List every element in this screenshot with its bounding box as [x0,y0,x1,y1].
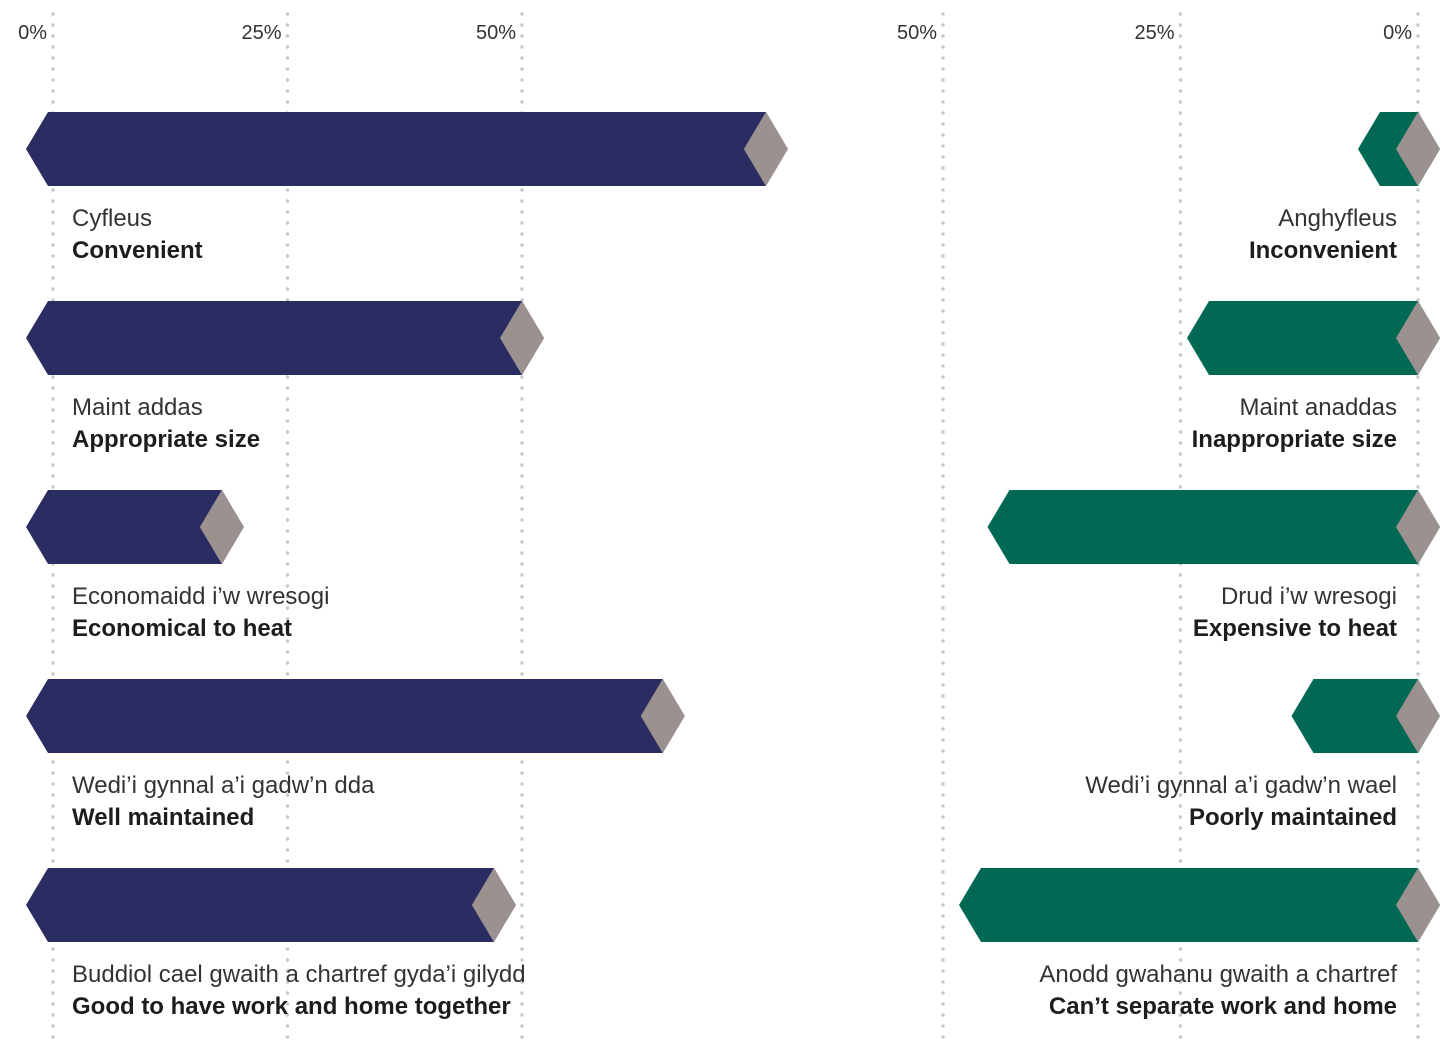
negative-label-welsh: Anghyfleus [1278,205,1397,232]
negative-label: Inappropriate size [1192,426,1397,453]
negative-bar [1187,301,1440,375]
positive-label-welsh: Cyfleus [72,205,152,232]
positive-bar [26,112,788,186]
tick-label-left: 50% [476,22,516,44]
positive-label-welsh: Buddiol cael gwaith a chartref gyda’i gi… [72,961,526,988]
positive-bar-cap [471,868,516,942]
negative-label: Can’t separate work and home [1049,993,1397,1020]
negative-bar [987,490,1440,564]
negative-bar-cap [1396,679,1440,753]
tick-label-left: 0% [18,22,47,44]
positive-bar-cap [640,679,685,753]
tick-label-right: 25% [1134,22,1174,44]
negative-label-welsh: Drud i’w wresogi [1221,583,1397,610]
negative-bar-cap [1396,490,1440,564]
negative-label-welsh: Maint anaddas [1240,394,1397,421]
negative-label-welsh: Anodd gwahanu gwaith a chartref [1039,961,1397,988]
negative-bar [959,868,1440,942]
tick-label-right: 0% [1383,22,1412,44]
positive-label: Convenient [72,237,203,264]
positive-label: Good to have work and home together [72,993,511,1020]
positive-label-welsh: Economaidd i’w wresogi [72,583,329,610]
positive-bar-cap [199,490,244,564]
negative-bar-cap [1396,112,1440,186]
negative-label: Expensive to heat [1193,615,1397,642]
negative-bar-cap [1396,301,1440,375]
negative-bar-cap [1396,868,1440,942]
tick-label-right: 50% [897,22,937,44]
positive-label-welsh: Wedi’i gynnal a’i gadw’n dda [72,772,375,799]
positive-bar-cap [500,301,544,375]
positive-label-welsh: Maint addas [72,394,203,421]
negative-bar [1291,679,1440,753]
negative-label: Poorly maintained [1189,804,1397,831]
positive-label: Well maintained [72,804,254,831]
negative-label-welsh: Wedi’i gynnal a’i gadw’n wael [1085,772,1397,799]
negative-label: Inconvenient [1249,237,1397,264]
positive-bar [26,679,685,753]
positive-bar-cap [743,112,788,186]
positive-bar [26,868,516,942]
positive-label: Economical to heat [72,615,292,642]
positive-label: Appropriate size [72,426,260,453]
positive-bar [26,301,544,375]
tick-label-left: 25% [241,22,281,44]
positive-bar [26,490,244,564]
